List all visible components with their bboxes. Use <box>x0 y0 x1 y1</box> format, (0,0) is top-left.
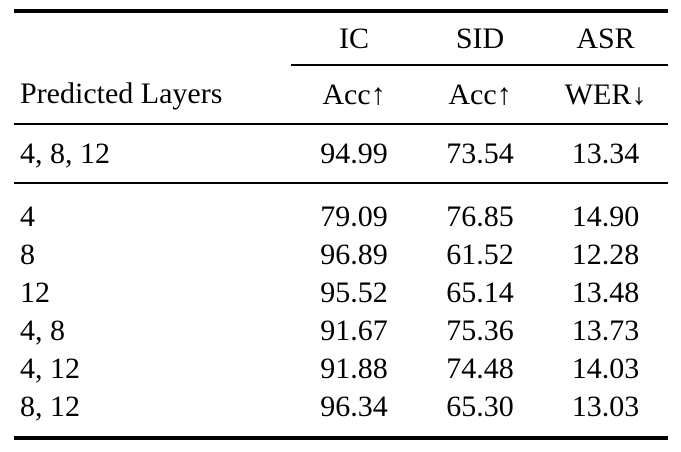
sid-acc-cell: 74.48 <box>446 352 514 385</box>
asr-wer-cell: 13.48 <box>571 276 640 309</box>
layers-cell: 8, 12 <box>20 390 80 423</box>
down-arrow-icon: ↓ <box>631 77 647 111</box>
column-group-sid: SID <box>417 11 543 66</box>
asr-wer-cell: 12.28 <box>571 238 640 271</box>
asr-wer-cell: 14.03 <box>571 352 640 385</box>
ic-acc-cell: 79.09 <box>320 200 388 233</box>
sid-acc-cell: 76.85 <box>446 200 514 233</box>
sid-acc-cell: 65.30 <box>446 390 514 423</box>
layers-cell: 8 <box>20 238 35 271</box>
sid-acc-cell: 75.36 <box>446 314 514 347</box>
ic-acc-cell: 96.89 <box>320 238 388 271</box>
sid-acc-cell: 65.14 <box>446 276 514 309</box>
metric-header-ic: Acc↑ <box>291 65 417 125</box>
layers-cell: 12 <box>20 276 50 309</box>
column-group-asr: ASR <box>543 11 668 66</box>
ic-acc-cell: 94.99 <box>291 124 417 184</box>
layers-cell: 4, 12 <box>20 352 80 385</box>
table-row: 8 96.89 61.52 12.28 <box>14 236 668 274</box>
metric-header-row: Predicted Layers Acc↑ Acc↑ WER↓ <box>14 65 668 125</box>
sid-acc-cell: 61.52 <box>446 238 514 271</box>
asr-wer-cell: 13.34 <box>543 124 668 184</box>
row-label-header: Predicted Layers <box>14 65 291 125</box>
asr-wer-cell: 13.73 <box>571 314 640 347</box>
metric-header-sid: Acc↑ <box>417 65 543 125</box>
metric-label: Acc <box>448 77 497 111</box>
ic-acc-cell: 91.88 <box>320 352 388 385</box>
asr-wer-cell: 13.03 <box>571 390 640 423</box>
layers-cell: 4, 8 <box>20 314 65 347</box>
results-table: IC SID ASR Predicted Layers Acc↑ Acc↑ WE… <box>14 9 668 440</box>
table-row: 4 79.09 76.85 14.90 <box>14 183 668 236</box>
table-row-baseline: 4, 8, 12 94.99 73.54 13.34 <box>14 124 668 184</box>
ic-acc-cell: 95.52 <box>320 276 388 309</box>
corner-spacer-cell <box>14 11 291 65</box>
table-row: 12 95.52 65.14 13.48 <box>14 274 668 312</box>
layers-cell: 4, 8, 12 <box>14 124 291 184</box>
column-group-row: IC SID ASR <box>14 11 668 66</box>
table-row: 8, 12 96.34 65.30 13.03 <box>14 388 668 438</box>
asr-wer-cell: 14.90 <box>571 200 640 233</box>
ic-acc-cell: 91.67 <box>320 314 388 347</box>
up-arrow-icon: ↑ <box>496 77 512 111</box>
column-group-ic: IC <box>291 11 417 66</box>
metric-label: Acc <box>322 77 371 111</box>
up-arrow-icon: ↑ <box>370 77 386 111</box>
ic-acc-cell: 96.34 <box>320 390 388 423</box>
table-row: 4, 12 91.88 74.48 14.03 <box>14 350 668 388</box>
sid-acc-cell: 73.54 <box>417 124 543 184</box>
metric-label: WER <box>564 77 632 111</box>
layers-cell: 4 <box>20 200 35 233</box>
table-row: 4, 8 91.67 75.36 13.73 <box>14 312 668 350</box>
metric-header-asr: WER↓ <box>543 65 668 125</box>
